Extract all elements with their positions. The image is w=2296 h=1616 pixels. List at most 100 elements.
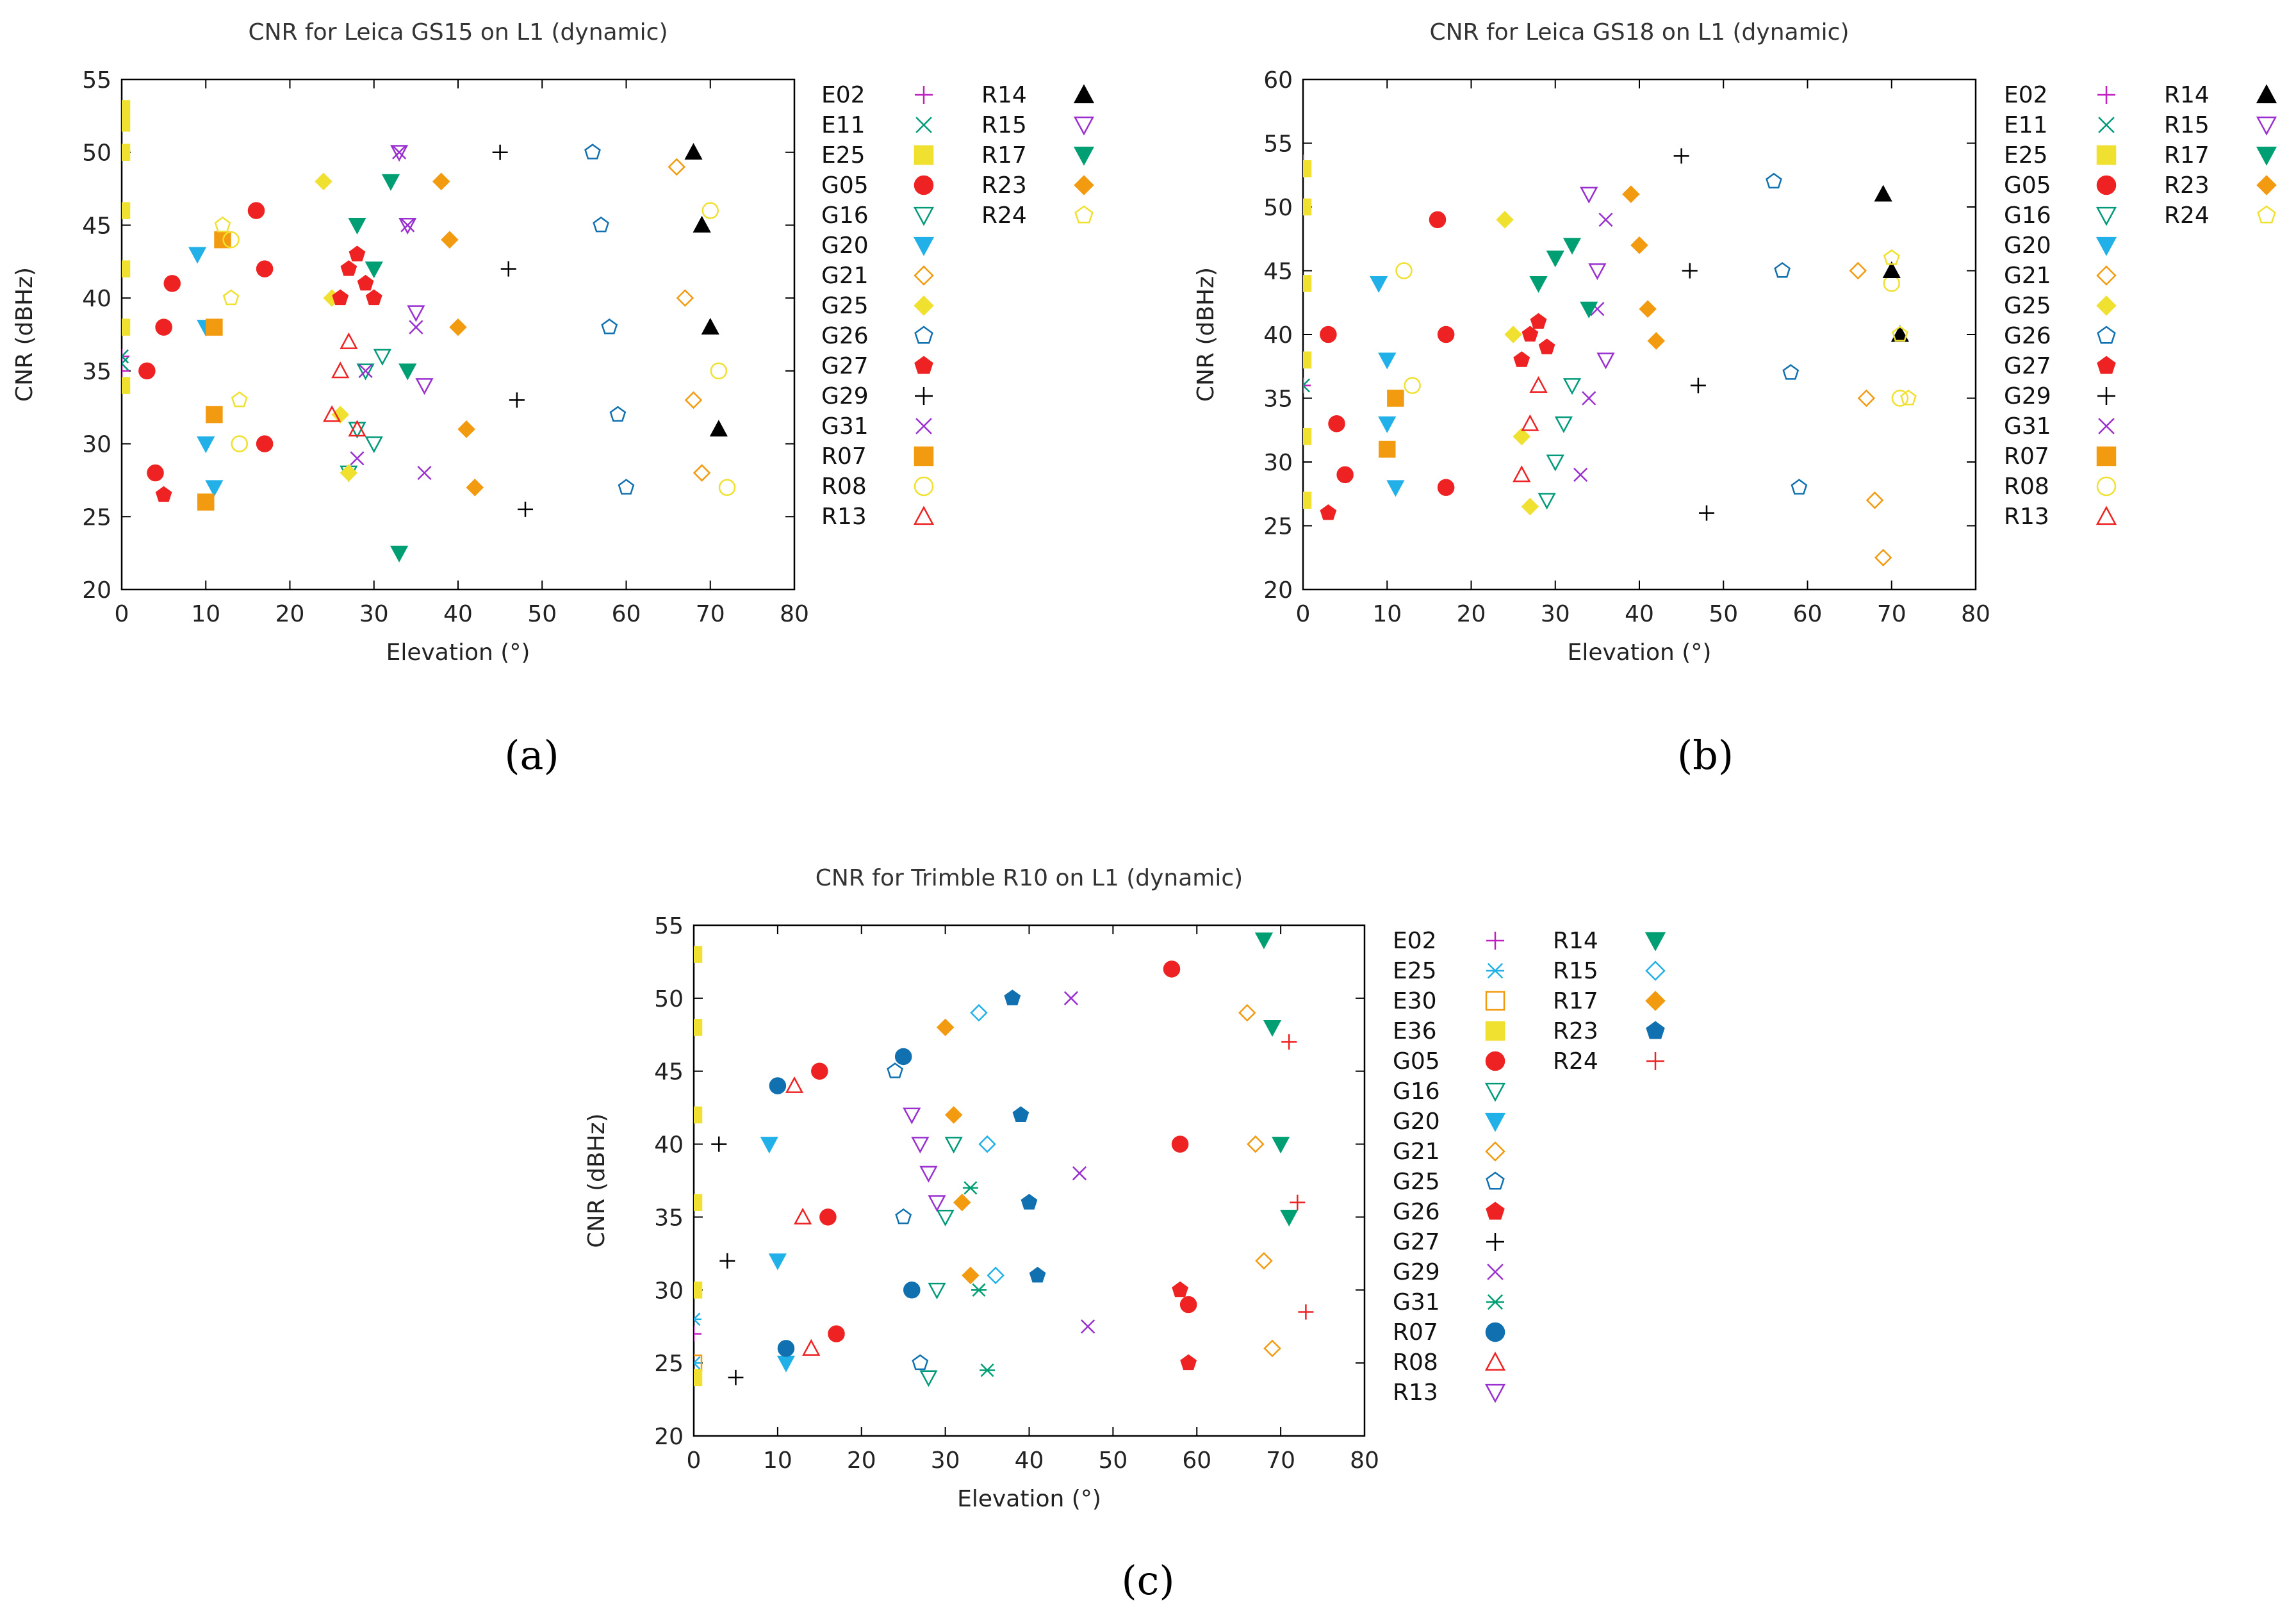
legend-label-e25: E25 <box>2004 142 2048 169</box>
point-g05 <box>811 1062 828 1080</box>
series-g05 <box>811 961 1197 1342</box>
point-g21 <box>676 289 694 307</box>
legend-marker-e36 <box>1485 1021 1505 1041</box>
y-tick-label: 25 <box>82 504 111 531</box>
point-g29 <box>1699 505 1714 521</box>
point-g05 <box>256 435 274 452</box>
legend-label-r15: R15 <box>981 112 1027 138</box>
point-r14 <box>1280 1209 1299 1227</box>
series-g29 <box>1063 991 1095 1334</box>
chart-panel-b: CNR for Leica GS18 on L1 (dynamic) 0 10 20 3… <box>1193 19 2277 666</box>
point-e02 <box>122 349 129 365</box>
point-r14 <box>1874 185 1892 202</box>
point-g31 <box>962 1181 978 1195</box>
point-g27 <box>719 1253 735 1269</box>
legend-marker-e02 <box>2097 86 2115 104</box>
point-g25 <box>887 1062 903 1078</box>
point-r14 <box>684 143 703 160</box>
series-r17 <box>348 174 417 563</box>
legend-label-r23: R23 <box>981 172 1027 199</box>
point-g27 <box>340 260 357 276</box>
legend-marker-g27 <box>2097 356 2116 374</box>
point-g25 <box>895 1208 912 1224</box>
legend-marker-r07 <box>914 446 934 466</box>
legend-label-g16: G16 <box>1393 1078 1440 1105</box>
x-tick-label: 70 <box>1266 1447 1295 1474</box>
legend-marker-g29 <box>915 387 933 405</box>
x-tick-label: 40 <box>1015 1447 1044 1474</box>
legend-label-e25: E25 <box>1393 958 1437 984</box>
point-e25 <box>122 202 131 219</box>
legend-label-r07: R07 <box>2004 443 2049 470</box>
legend-marker-e25 <box>2096 145 2117 165</box>
point-g29 <box>1690 377 1706 393</box>
series-g20 <box>188 247 224 497</box>
series-g29 <box>1673 148 1714 521</box>
point-r17 <box>936 1018 955 1037</box>
series-r24 <box>1883 249 1917 406</box>
legend-marker-r24 <box>2257 205 2276 224</box>
point-r15 <box>390 145 409 162</box>
point-g05 <box>138 362 156 380</box>
series-g21 <box>1238 1003 1281 1358</box>
x-tick-label: 10 <box>1372 601 1402 627</box>
series-g16 <box>919 1137 963 1387</box>
y-tick-label: 35 <box>1263 386 1293 413</box>
legend-marker-e30 <box>1485 991 1505 1011</box>
point-g29 <box>500 261 516 277</box>
legend-label-r23: R23 <box>2164 172 2210 199</box>
point-r23 <box>1012 1106 1029 1122</box>
x-tick-label: 10 <box>191 601 220 627</box>
point-g05 <box>1171 1135 1189 1153</box>
point-e25 <box>122 114 131 132</box>
legend-marker-r14 <box>1073 84 1095 104</box>
legend-marker-r08 <box>1484 1351 1506 1371</box>
point-e02 <box>1303 377 1311 393</box>
point-r08 <box>222 231 240 249</box>
point-r14 <box>1254 932 1274 950</box>
legend-label-r24: R24 <box>981 202 1027 229</box>
series-g27 <box>1320 313 1555 520</box>
point-g29 <box>509 392 525 408</box>
point-g26 <box>609 406 627 422</box>
x-tick-label: 60 <box>612 601 641 627</box>
legend-label-r17: R17 <box>981 142 1027 169</box>
point-r07 <box>894 1048 912 1066</box>
series-e11 <box>122 349 129 371</box>
point-e11 <box>122 349 129 364</box>
y-tick-label: 40 <box>82 286 111 312</box>
legend-label-g27: G27 <box>2004 353 2051 379</box>
series-g31 <box>350 145 432 481</box>
point-r08 <box>718 479 736 497</box>
legend-label-r17: R17 <box>1553 988 1598 1014</box>
chart-title: CNR for Trimble R10 on L1 (dynamic) <box>816 865 1243 891</box>
legend-label-g31: G31 <box>821 413 869 440</box>
series-r07 <box>1379 390 1404 458</box>
legend-marker-g25 <box>2096 295 2117 316</box>
legend-label-r15: R15 <box>1553 958 1598 984</box>
series-r07 <box>769 1048 921 1357</box>
point-g16 <box>936 1209 955 1227</box>
point-g29 <box>1682 263 1698 279</box>
chart-panel-a: CNR for Leica GS15 on L1 (dynamic) 0 10 20 3… <box>12 19 1095 666</box>
series-g20 <box>760 1137 796 1373</box>
point-r23 <box>1004 989 1021 1005</box>
point-g26 <box>601 318 618 334</box>
point-g29 <box>492 144 508 160</box>
point-g16 <box>1562 378 1582 395</box>
y-tick-label: 55 <box>1263 131 1293 158</box>
point-g21 <box>693 464 711 482</box>
point-r24 <box>1900 389 1917 406</box>
point-g27 <box>155 486 172 502</box>
series-g25 <box>887 1062 929 1371</box>
point-r13 <box>919 1166 938 1183</box>
point-r15 <box>1596 352 1615 370</box>
point-g25 <box>912 1354 929 1371</box>
point-r15 <box>987 1266 1004 1285</box>
point-r15 <box>978 1135 996 1153</box>
legend-label-g26: G26 <box>1393 1199 1440 1225</box>
legend-label-e02: E02 <box>1393 928 1437 954</box>
point-r07 <box>206 406 223 424</box>
legend: E02 E11 E25 G05 G16 G20 G21 G25 G26 G27 G29 G31 R07 R… <box>2004 82 2277 530</box>
series-r08 <box>1395 262 1909 407</box>
